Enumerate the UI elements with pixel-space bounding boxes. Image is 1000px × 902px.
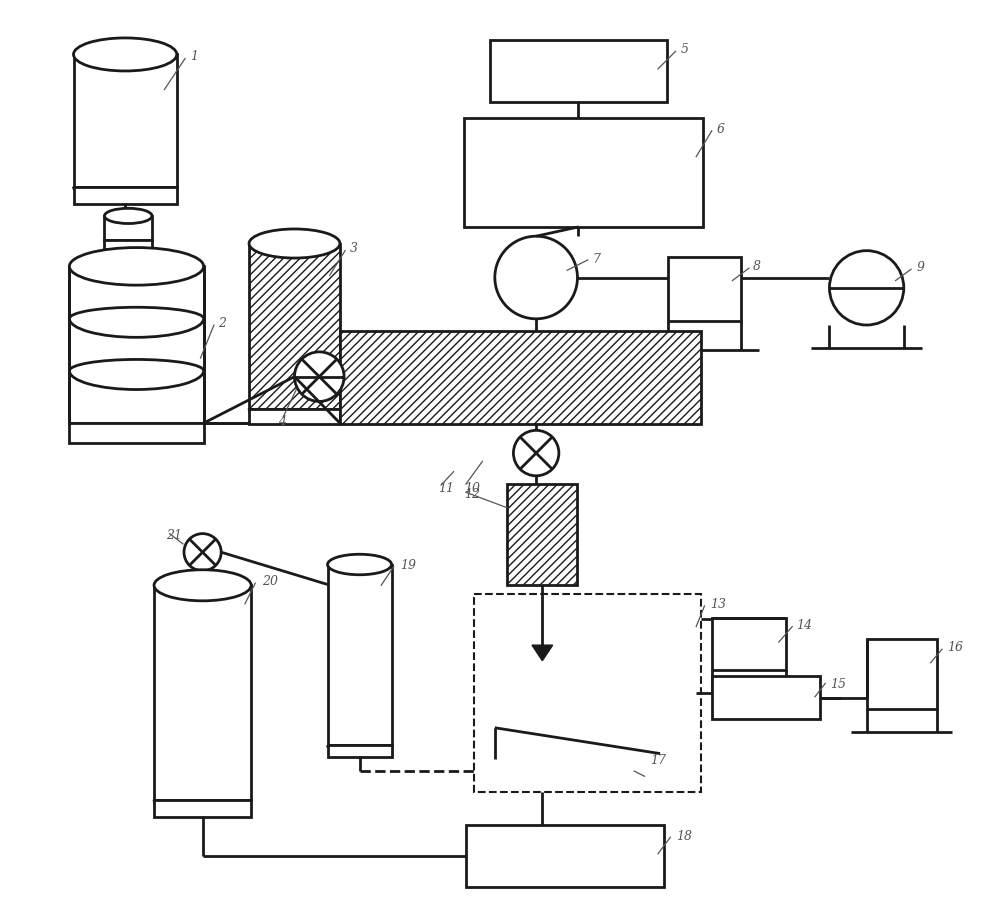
Text: 2: 2 [218, 317, 226, 330]
Bar [490, 40, 667, 102]
Bar [249, 409, 340, 424]
Bar [712, 676, 820, 720]
Text: 8: 8 [753, 260, 761, 273]
Circle shape [513, 430, 559, 475]
Bar [668, 257, 741, 321]
Ellipse shape [328, 554, 392, 575]
Circle shape [495, 236, 577, 318]
Text: 4: 4 [278, 415, 286, 428]
Bar [867, 639, 937, 709]
Bar [74, 187, 177, 204]
Circle shape [184, 534, 221, 571]
Bar [328, 565, 392, 745]
Text: 16: 16 [947, 641, 963, 654]
Text: 12: 12 [464, 488, 480, 502]
Bar [249, 244, 340, 409]
Text: 11: 11 [438, 482, 454, 495]
Ellipse shape [104, 208, 152, 224]
Bar [340, 331, 701, 424]
Ellipse shape [74, 38, 177, 71]
Bar [474, 594, 701, 792]
Text: 18: 18 [677, 830, 693, 843]
Text: 1: 1 [190, 51, 198, 63]
Bar [104, 216, 152, 240]
Bar [74, 54, 177, 187]
Bar [154, 585, 251, 800]
Circle shape [294, 352, 344, 401]
Bar [154, 800, 251, 816]
Text: 5: 5 [681, 43, 689, 56]
Text: 19: 19 [400, 559, 416, 573]
Text: 10: 10 [464, 482, 480, 495]
Text: 13: 13 [710, 598, 726, 611]
Ellipse shape [154, 570, 251, 601]
Text: 21: 21 [166, 529, 182, 542]
Ellipse shape [69, 247, 204, 285]
Text: 14: 14 [796, 620, 812, 632]
Text: 3: 3 [350, 243, 358, 255]
Text: 15: 15 [830, 678, 846, 691]
Bar [69, 423, 204, 443]
Text: 6: 6 [717, 123, 725, 135]
Bar [712, 618, 786, 670]
Text: 9: 9 [916, 261, 924, 274]
Bar [464, 118, 703, 227]
Text: 17: 17 [650, 753, 666, 767]
Text: 7: 7 [593, 253, 601, 266]
Bar [507, 484, 577, 585]
Bar [69, 266, 204, 423]
Circle shape [829, 251, 904, 325]
Bar [466, 824, 664, 887]
Bar [104, 240, 152, 249]
Text: 20: 20 [262, 575, 278, 588]
Ellipse shape [249, 229, 340, 258]
Bar [328, 745, 392, 757]
Polygon shape [532, 645, 553, 660]
